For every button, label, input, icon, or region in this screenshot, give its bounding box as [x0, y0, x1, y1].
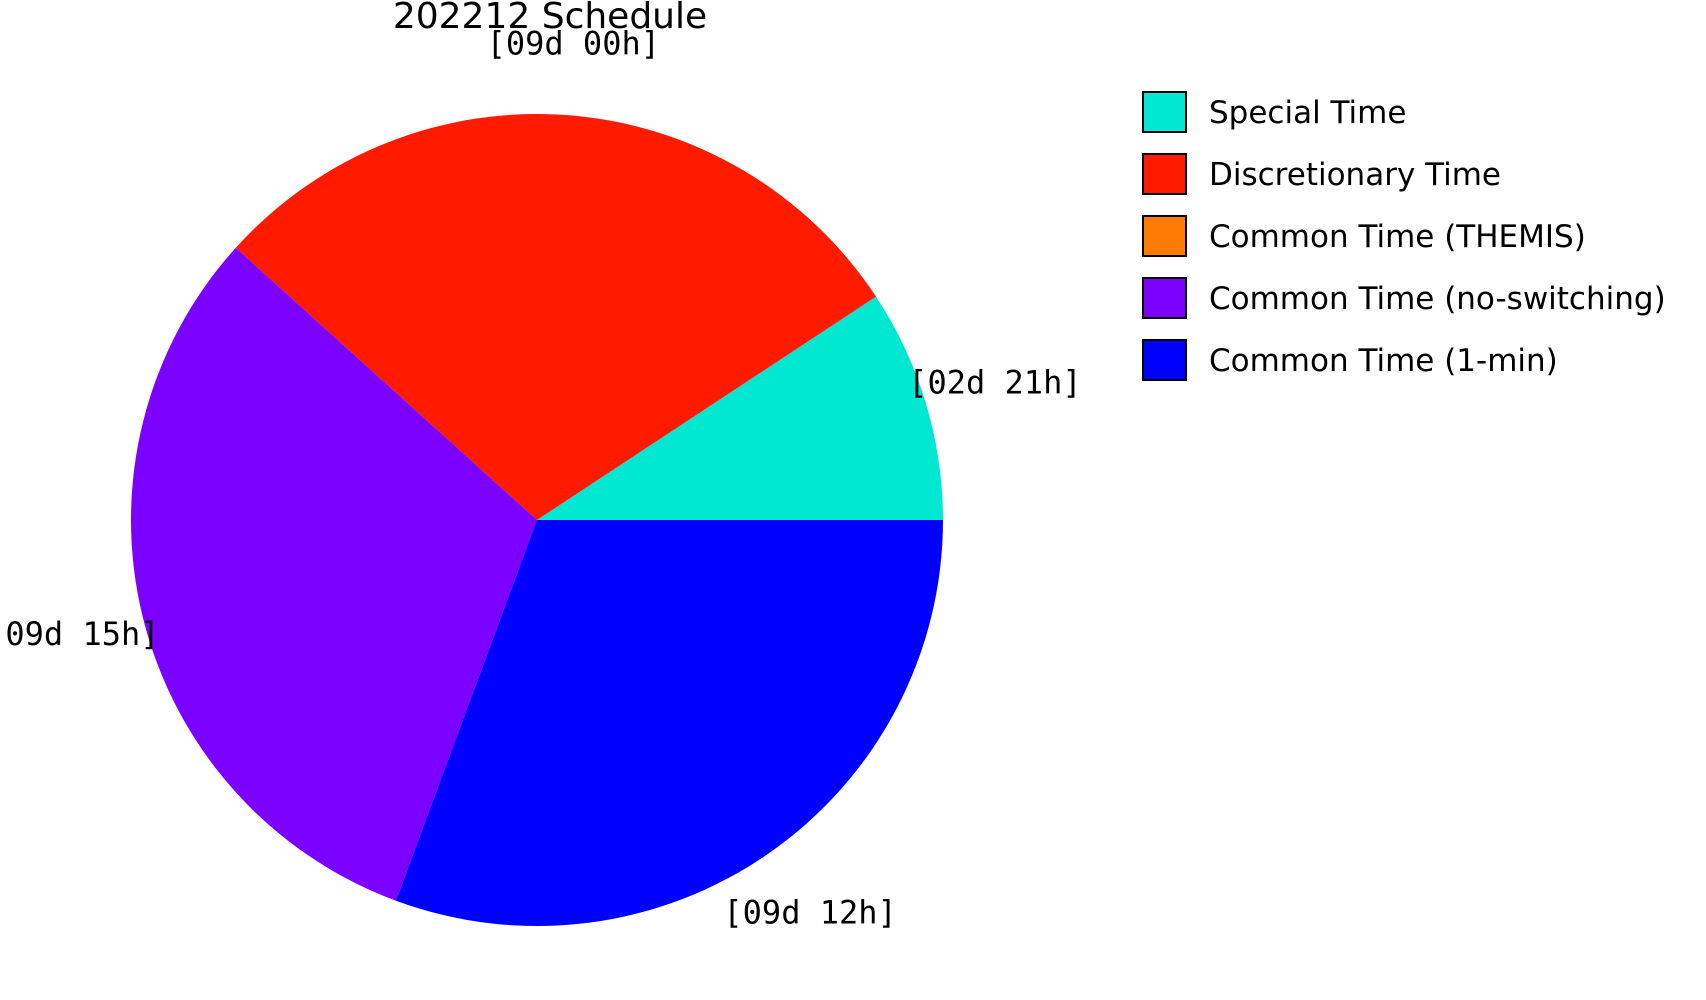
legend-label-common-time-no-switching: Common Time (no-switching)	[1209, 281, 1666, 317]
legend-label-common-time-themis: Common Time (THEMIS)	[1209, 219, 1586, 255]
slice-label-common-time-1-min: [09d 12h]	[723, 893, 896, 931]
slice-label-common-time-no-switching: [09d 15h]	[0, 615, 159, 653]
pie-slice-common-time-1-min	[395, 520, 943, 927]
slice-label-special-time: [02d 21h]	[908, 364, 1081, 402]
legend-label-discretionary-time: Discretionary Time	[1209, 157, 1501, 193]
slice-labels: [02d 21h] [09d 00h] [09d 15h] [09d 12h]	[0, 24, 1082, 931]
pie-slice-special-time	[537, 296, 943, 520]
legend-swatch-discretionary-time	[1142, 153, 1187, 195]
legend-swatch-common-time-no-switching	[1142, 277, 1187, 319]
pie-slices	[130, 113, 943, 927]
legend-label-special-time: Special Time	[1209, 95, 1406, 131]
slice-label-discretionary-time: [09d 00h]	[487, 24, 660, 62]
legend-label-common-time-1-min: Common Time (1-min)	[1209, 343, 1558, 379]
chart-title: 202212 Schedule	[393, 0, 707, 37]
legend-swatch-special-time	[1142, 91, 1187, 133]
pie-slice-common-time-no-switching	[130, 247, 537, 901]
legend-swatch-common-time-1-min	[1142, 339, 1187, 381]
legend: Special Time Discretionary Time Common Tim…	[1142, 91, 1666, 381]
legend-swatch-common-time-themis	[1142, 215, 1187, 257]
pie-slice-discretionary-time	[235, 113, 877, 520]
